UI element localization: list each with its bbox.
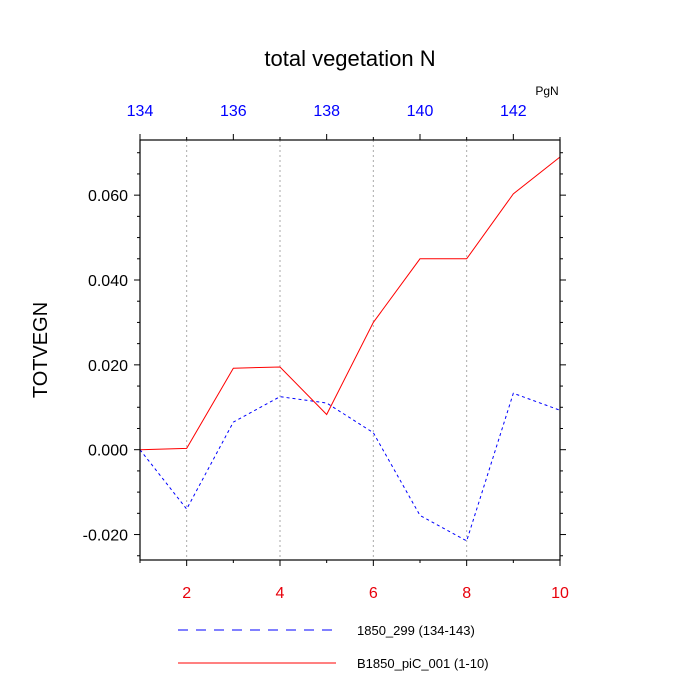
- chart-title: total vegetation N: [264, 46, 435, 71]
- gridlines: [186, 140, 468, 560]
- x-bottom-tick-label-10: 10: [551, 585, 569, 602]
- y-tick-label-3: 0.040: [88, 273, 128, 290]
- x-bottom-tick-label-6: 6: [369, 585, 378, 602]
- plot-frame: [139, 139, 561, 561]
- y-tick-label-2: 0.020: [88, 358, 128, 375]
- series-line-1: [139, 156, 561, 451]
- x-top-tick-label-140: 140: [407, 103, 434, 120]
- legend-label-1: B1850_piC_001 (1-10): [357, 656, 489, 671]
- legend: 1850_299 (134-143) B1850_piC_001 (1-10): [178, 623, 489, 671]
- x-bottom-tick-label-4: 4: [276, 585, 285, 602]
- units-label: PgN: [535, 84, 558, 98]
- y-tick-label-0: -0.020: [83, 528, 128, 545]
- y-tick-label-1: 0.000: [88, 443, 128, 460]
- series-line-0: [139, 392, 561, 542]
- x-bottom-tick-label-8: 8: [462, 585, 471, 602]
- legend-label-0: 1850_299 (134-143): [357, 623, 475, 638]
- x-axis-top: 134 136 138 140 142: [127, 103, 561, 140]
- y-axis-label: TOTVEGN: [30, 302, 52, 398]
- x-bottom-tick-label-2: 2: [182, 585, 191, 602]
- x-top-tick-label-138: 138: [313, 103, 340, 120]
- x-top-tick-label-134: 134: [127, 103, 154, 120]
- x-top-tick-label-142: 142: [500, 103, 527, 120]
- x-axis-bottom: 2 4 6 8 10: [139, 560, 569, 602]
- series-layer: [139, 156, 561, 542]
- y-tick-label-4: 0.060: [88, 188, 128, 205]
- x-top-tick-label-136: 136: [220, 103, 247, 120]
- y-axis: -0.020 0.000 0.020 0.040 0.060: [83, 152, 566, 557]
